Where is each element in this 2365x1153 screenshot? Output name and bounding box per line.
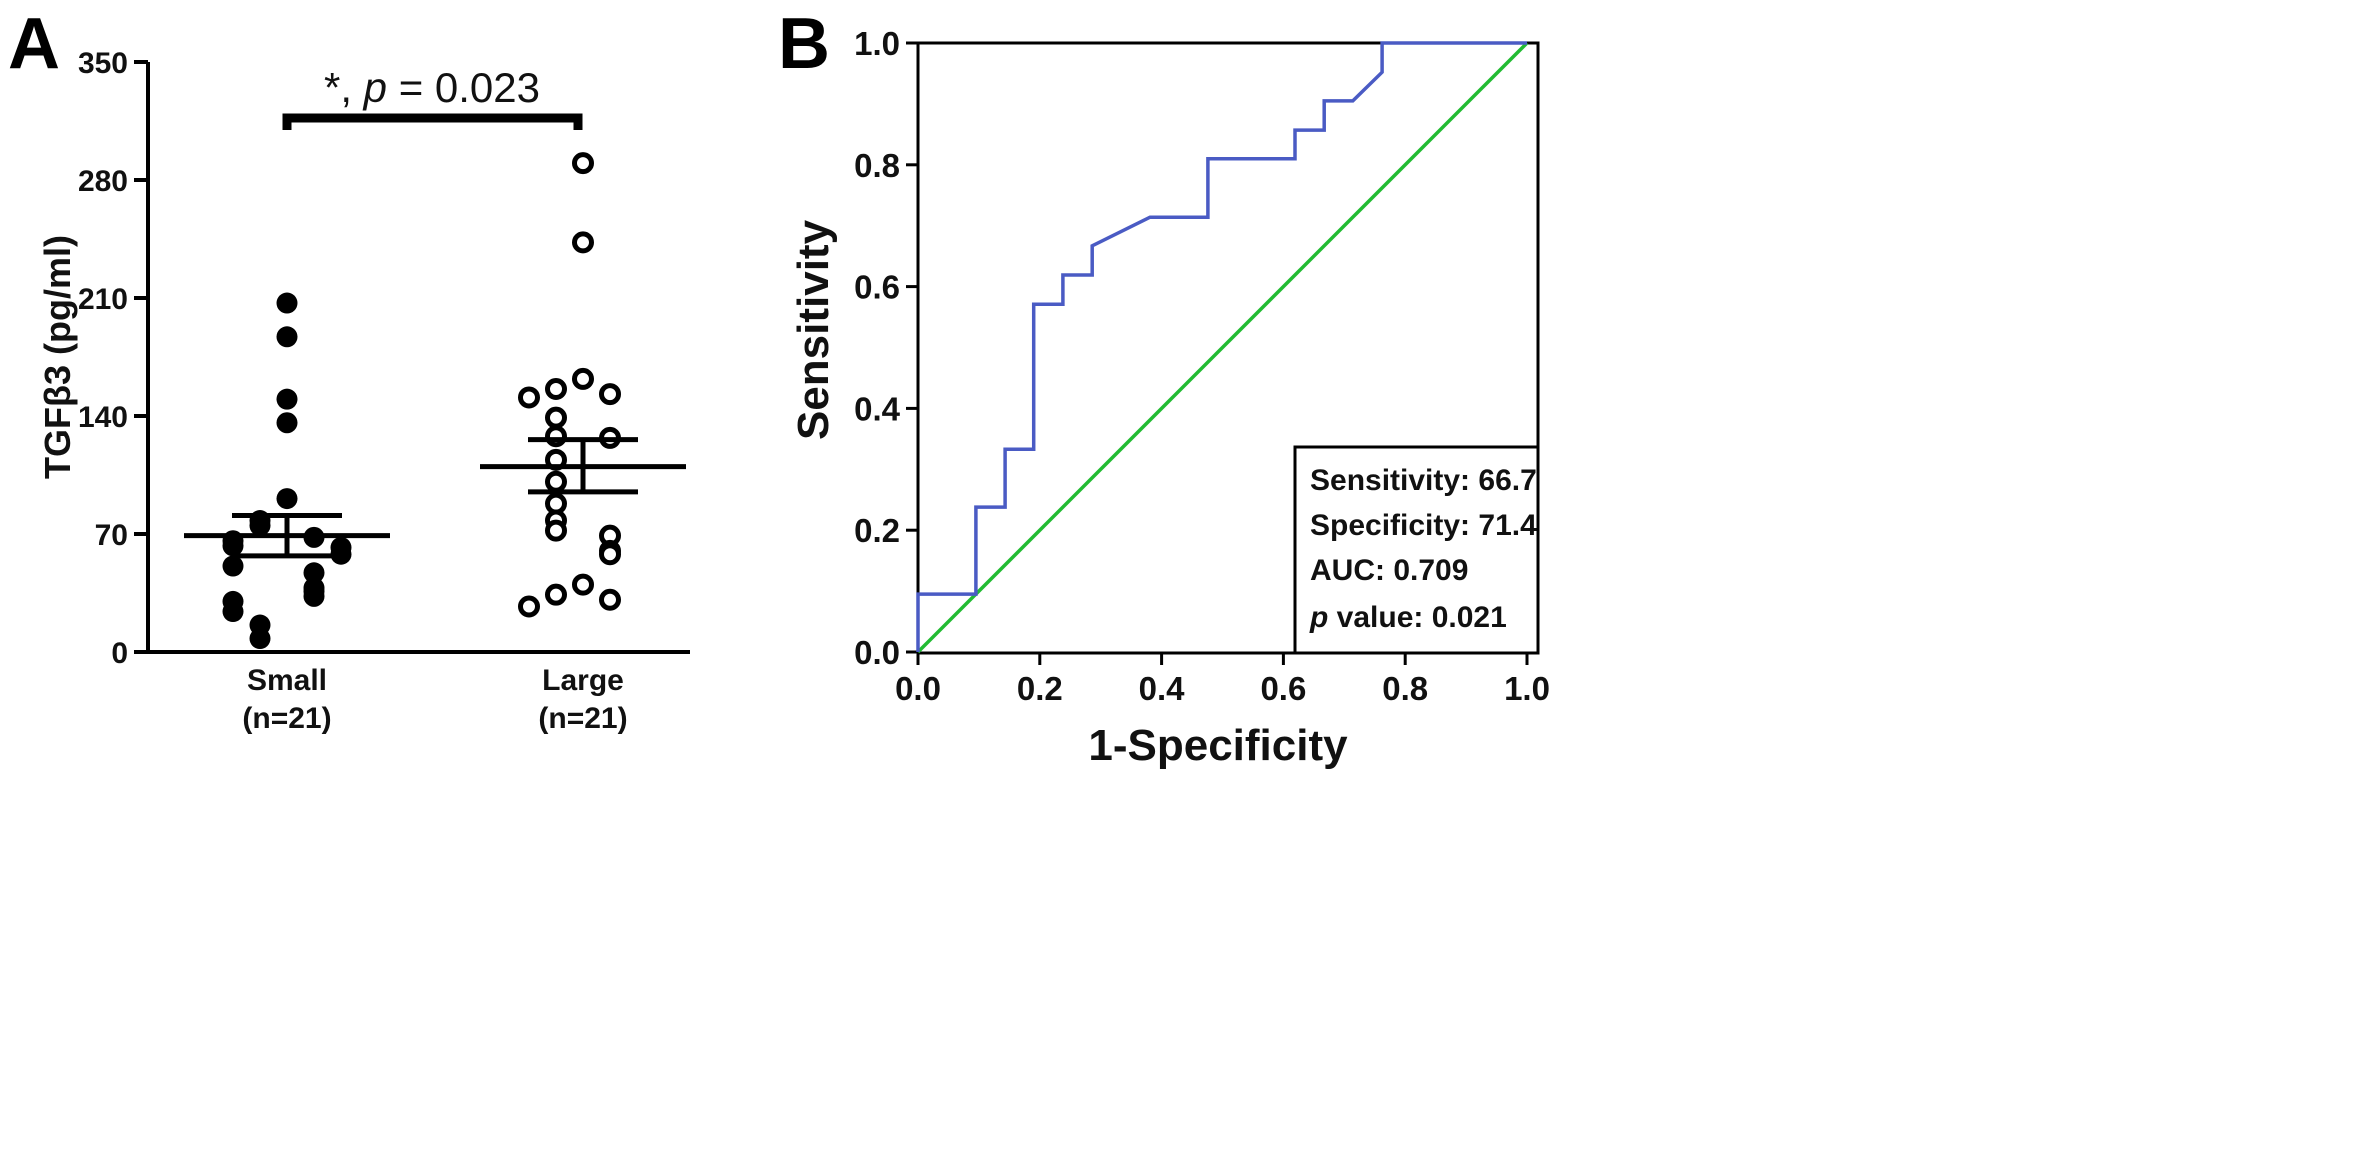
b-y-tick-label: 0.0 — [854, 634, 900, 671]
stat-p-value: p value: 0.021 — [1309, 601, 1507, 634]
large-group-point — [545, 406, 567, 429]
panel-a-letter: A — [8, 4, 60, 84]
large-group-point — [572, 152, 594, 175]
a-data-points — [222, 152, 621, 650]
b-y-tick-label: 0.4 — [854, 390, 901, 427]
large-group-point — [572, 231, 594, 254]
large-group-point — [572, 367, 594, 390]
large-group-point — [572, 573, 594, 596]
small-group-point — [276, 488, 298, 510]
large-group-point — [545, 425, 567, 448]
roc-curve-line — [916, 41, 1527, 652]
b-x-tick-label: 0.0 — [895, 670, 941, 707]
a-y-tick-label: 210 — [78, 283, 128, 316]
stat-sensitivity: Sensitivity: 66.7 — [1310, 464, 1537, 497]
b-plot-frame — [916, 41, 1540, 655]
b-series — [916, 41, 1529, 654]
large-group-point — [545, 378, 567, 401]
large-group-point — [545, 470, 567, 493]
panel-b: B 0.00.20.40.60.81.0 0.0 0.2 0.4 0.6 0.8 1.0 … — [778, 4, 1550, 770]
a-x-tick-large-n: (n=21) — [538, 702, 627, 735]
small-group-point — [303, 585, 325, 607]
stats-box-frame — [1293, 445, 1540, 655]
large-group-point — [545, 519, 567, 542]
stat-auc: AUC: 0.709 — [1310, 554, 1468, 587]
panel-b-letter: B — [778, 4, 830, 84]
large-group-point — [599, 543, 621, 566]
b-y-tick-label: 0.8 — [854, 147, 900, 184]
large-group-point — [599, 588, 621, 611]
b-x-axis-label: 1-Specificity — [1088, 721, 1348, 770]
b-x-ticks: 0.0 0.2 0.4 0.6 0.8 1.0 — [895, 653, 1550, 707]
b-y-axis-label: Sensitivity — [789, 219, 838, 440]
small-group-point — [276, 326, 298, 348]
b-y-tick-label: 1.0 — [854, 25, 900, 62]
a-y-ticks: 0 70 140 210 280 350 — [78, 47, 148, 670]
b-y-tick-label: 0.6 — [854, 269, 900, 306]
small-group-point — [276, 412, 298, 434]
small-group-point — [303, 562, 325, 584]
b-x-tick-label: 1.0 — [1504, 670, 1550, 707]
a-y-tick-label: 70 — [95, 519, 128, 552]
a-y-tick-label: 350 — [78, 47, 128, 80]
stats-box: Sensitivity: 66.7 Specificity: 71.4 AUC:… — [1293, 445, 1540, 655]
significance-bracket: *, p = 0.023 — [282, 64, 583, 130]
b-y-ticks: 0.0 0.2 0.4 0.6 0.8 1.0 — [854, 25, 918, 671]
reference-diagonal-line — [916, 41, 1529, 654]
small-group-point — [222, 601, 244, 623]
a-y-tick-label: 140 — [78, 401, 128, 434]
b-x-tick-label: 0.6 — [1260, 670, 1306, 707]
b-y-tick-label: 0.2 — [854, 512, 900, 549]
a-x-tick-small: Small — [247, 664, 327, 697]
small-group-point — [276, 388, 298, 410]
a-x-tick-large: Large — [542, 664, 624, 697]
a-y-axis-label: TGFβ3 (pg/ml) — [37, 235, 78, 479]
large-group-point — [545, 583, 567, 606]
a-mean-sem-bars — [184, 437, 686, 559]
b-x-tick-label: 0.8 — [1382, 670, 1428, 707]
large-group-point — [599, 383, 621, 406]
large-group-point — [518, 386, 540, 409]
small-group-point — [222, 535, 244, 557]
b-x-tick-label: 0.2 — [1017, 670, 1063, 707]
small-group-point — [276, 292, 298, 314]
a-x-tick-small-n: (n=21) — [242, 702, 331, 735]
a-y-tick-label: 0 — [111, 637, 128, 670]
panel-a: A 0 70 140 210 280 350 TGFβ3 (pg/ml) Small (n… — [8, 4, 690, 735]
significance-label: *, p = 0.023 — [324, 64, 540, 111]
small-group-point — [249, 628, 271, 650]
bracket-line — [282, 113, 583, 130]
small-group-point — [249, 515, 271, 537]
large-group-point — [518, 595, 540, 618]
stat-specificity: Specificity: 71.4 — [1310, 509, 1537, 542]
small-group-point — [222, 555, 244, 577]
a-y-tick-label: 280 — [78, 165, 128, 198]
b-x-tick-label: 0.4 — [1139, 670, 1186, 707]
